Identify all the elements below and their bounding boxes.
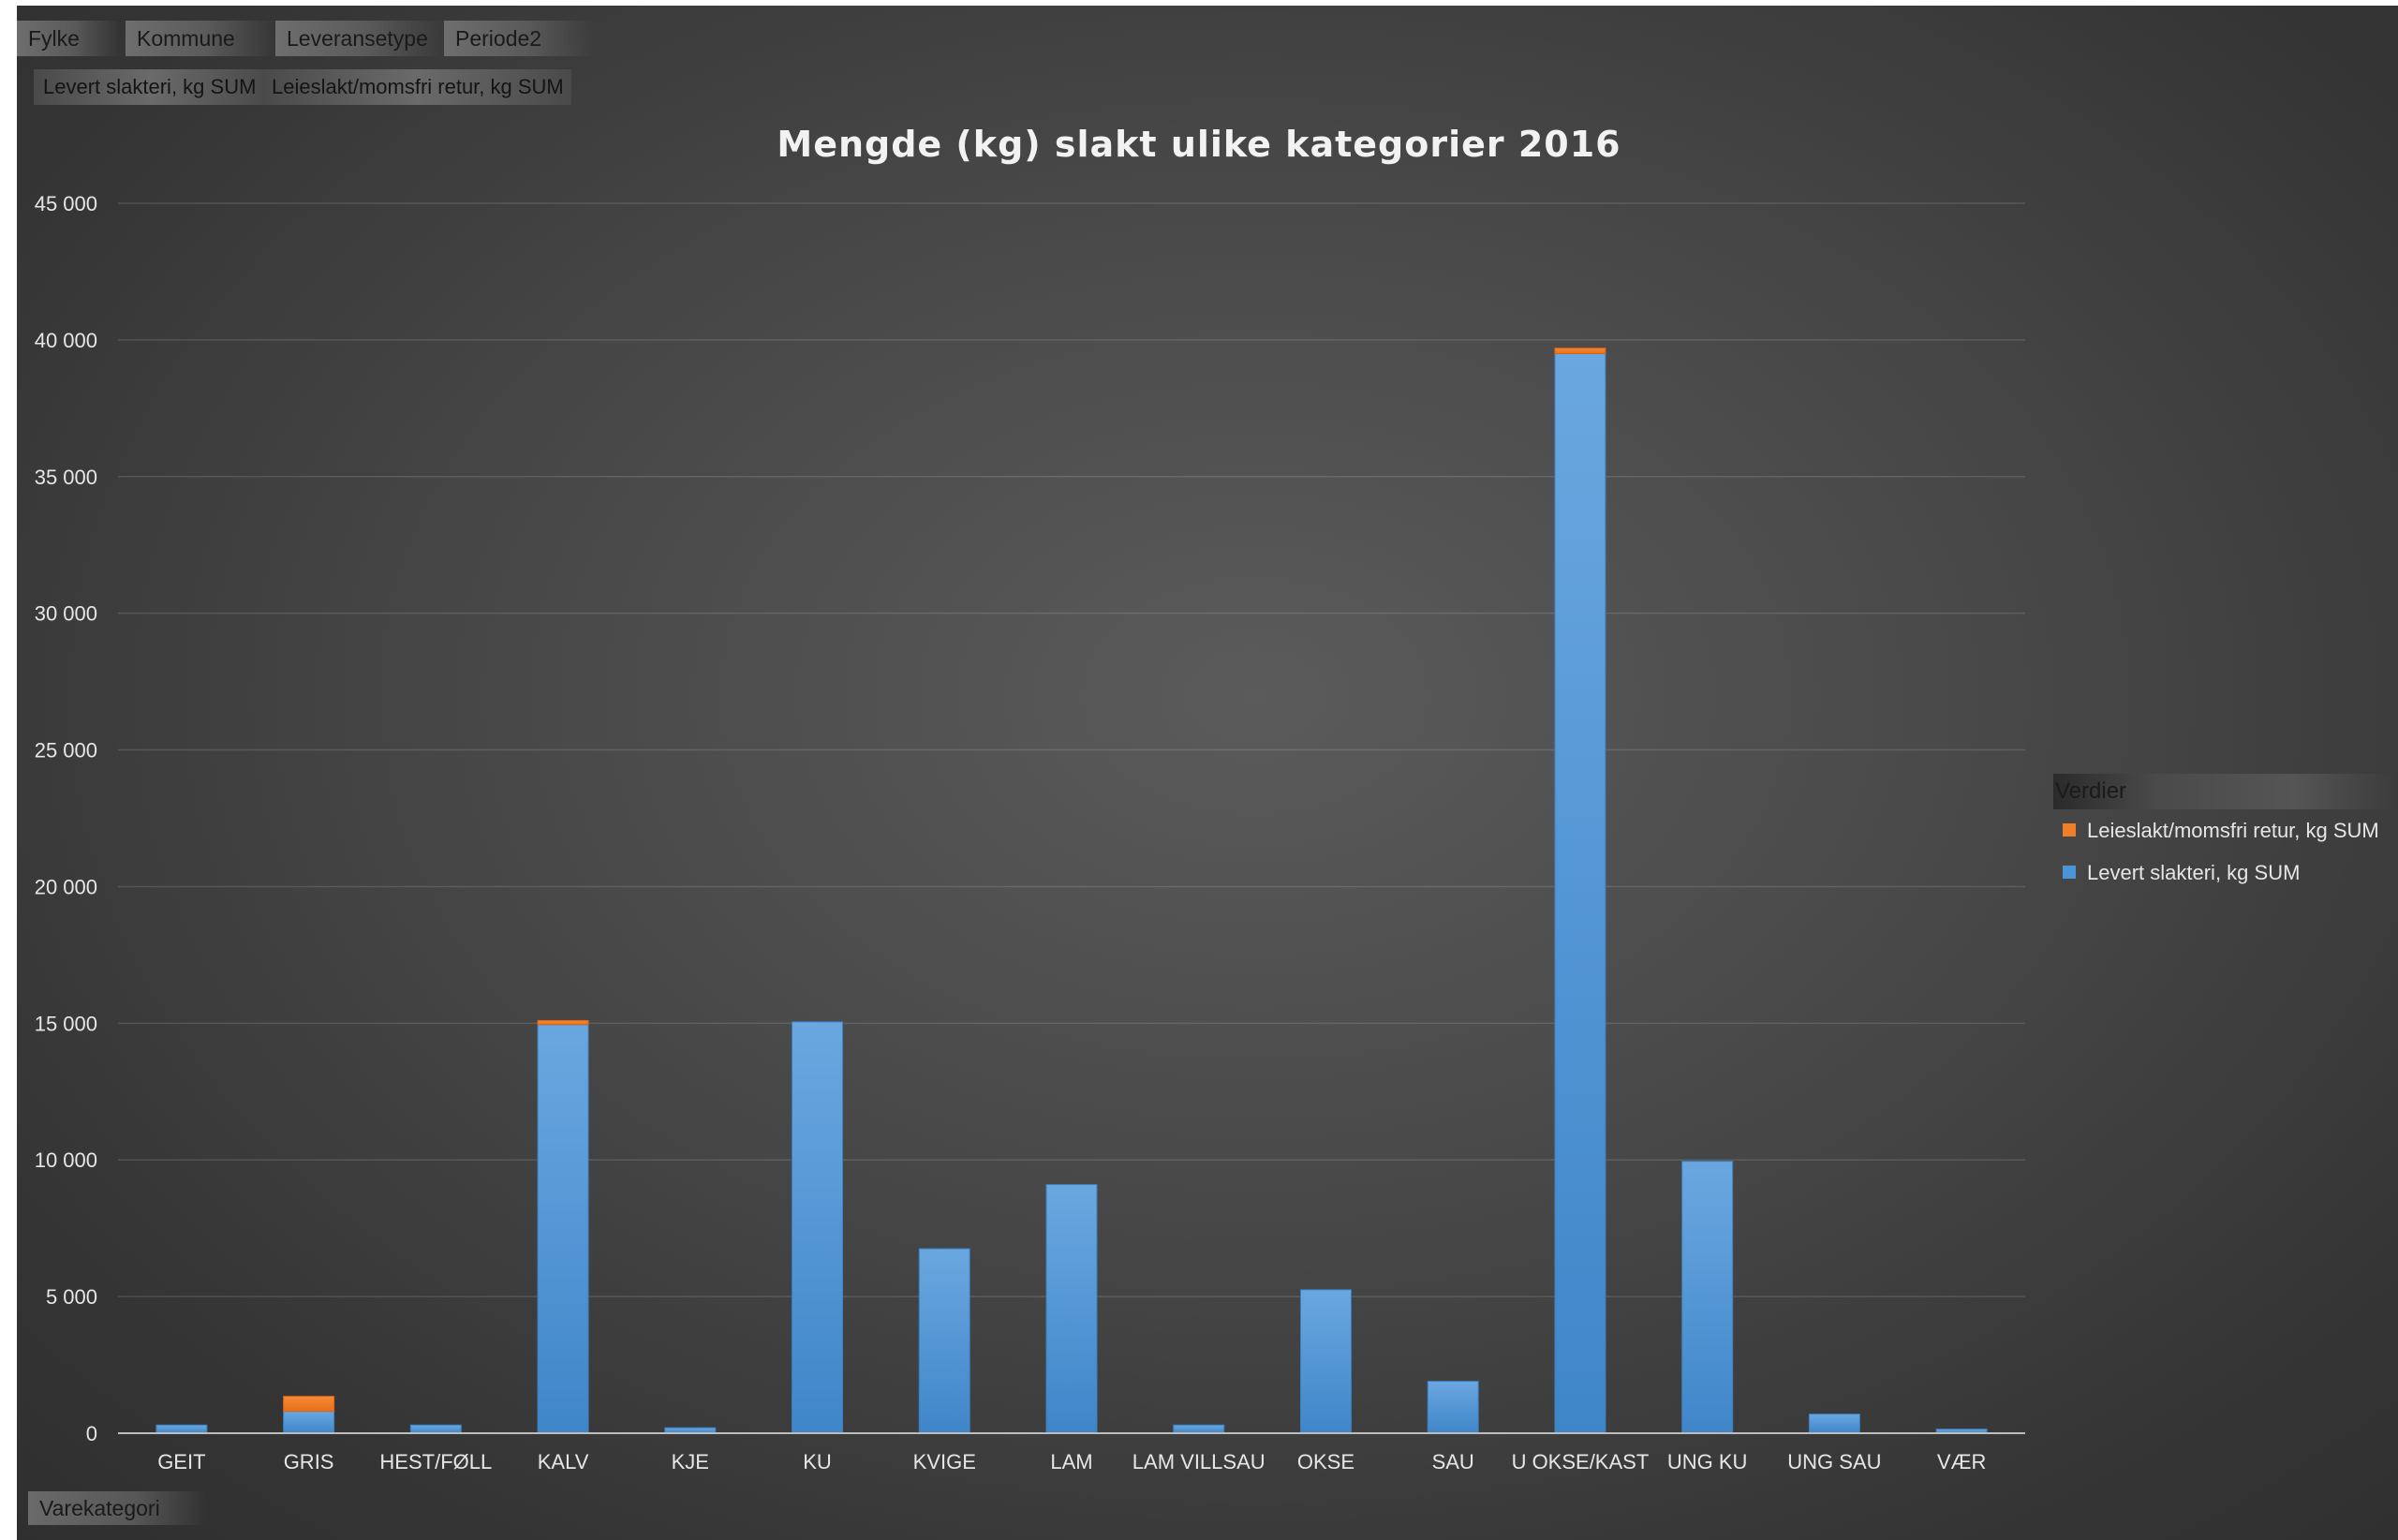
filter-kommune-button[interactable]: Kommune [126,21,275,56]
bar-levert-u-okse-kast[interactable] [1554,352,1606,1434]
bar-levert-ung-sau[interactable] [1808,1414,1860,1434]
chart-title: Mengde (kg) slakt ulike kategorier 2016 [777,124,1621,165]
values-field-levert[interactable]: Levert slakteri, kg SUM [34,69,268,105]
bar-leieslakt-u-okse-kast[interactable] [1554,348,1606,354]
bar-leieslakt-gris[interactable] [283,1396,335,1413]
legend-label-leieslakt: Leieslakt/momsfri retur, kg SUM [2087,819,2379,842]
bar-levert-kalv[interactable] [537,1024,589,1434]
y-tick-label: 35 000 [35,466,97,489]
filter-leveransetype-button[interactable]: Leveransetype [275,21,444,56]
bar-leieslakt-kalv[interactable] [537,1019,589,1026]
x-tick-label: HEST/FØLL [379,1450,492,1473]
y-tick-label: 10 000 [35,1148,97,1172]
axis-field-varekategori[interactable]: Varekategori [28,1491,206,1525]
x-tick-label: UNG KU [1667,1450,1748,1473]
bar-levert-lam[interactable] [1045,1183,1098,1434]
legend-header[interactable]: Verdier [2053,774,2396,809]
bar-levert-geit[interactable] [155,1424,208,1434]
values-field-leieslakt[interactable]: Leieslakt/momsfri retur, kg SUM [262,69,571,105]
bar-levert-kvige[interactable] [918,1248,970,1434]
x-tick-label: LAM VILLSAU [1132,1450,1266,1473]
legend-item-levert[interactable]: Levert slakteri, kg SUM [2063,859,2300,887]
bar-levert-sau[interactable] [1427,1381,1479,1434]
y-tick-label: 0 [86,1422,97,1445]
bar-levert-lam-villsau[interactable] [1173,1424,1225,1434]
bar-levert-ku[interactable] [792,1021,844,1434]
x-tick-label: KU [803,1450,832,1473]
bar-levert-ung-ku[interactable] [1681,1161,1734,1434]
legend-label-levert: Levert slakteri, kg SUM [2087,861,2301,884]
bar-levert-hest-føll[interactable] [409,1424,462,1434]
y-tick-label: 20 000 [35,875,97,898]
x-tick-label: UNG SAU [1787,1450,1881,1473]
legend-swatch-levert [2063,866,2076,880]
x-tick-label: U OKSE/KAST [1512,1450,1650,1473]
x-tick-label: KALV [538,1450,589,1473]
x-tick-label: LAM [1050,1450,1092,1473]
x-tick-label: VÆR [1937,1450,1987,1473]
y-tick-label: 45 000 [35,192,97,215]
y-tick-label: 25 000 [35,739,97,763]
y-tick-label: 15 000 [35,1012,97,1035]
chart-area [17,6,2398,1540]
bar-levert-gris[interactable] [283,1411,335,1434]
y-tick-label: 5 000 [46,1285,97,1309]
x-tick-label: KVIGE [913,1450,976,1473]
x-tick-label: GRIS [284,1450,334,1473]
x-tick-label: SAU [1432,1450,1474,1473]
y-tick-label: 30 000 [35,602,97,626]
x-tick-label: KJE [672,1450,709,1473]
y-tick-label: 40 000 [35,329,97,352]
legend-swatch-leieslakt [2063,823,2076,837]
legend-item-leieslakt[interactable]: Leieslakt/momsfri retur, kg SUM [2063,817,2379,845]
x-tick-label: OKSE [1297,1450,1354,1473]
filter-fylke-button[interactable]: Fylke [17,21,120,56]
x-tick-label: GEIT [157,1450,205,1473]
filter-periode-button[interactable]: Periode2 [444,21,594,56]
bar-levert-okse[interactable] [1299,1289,1352,1434]
